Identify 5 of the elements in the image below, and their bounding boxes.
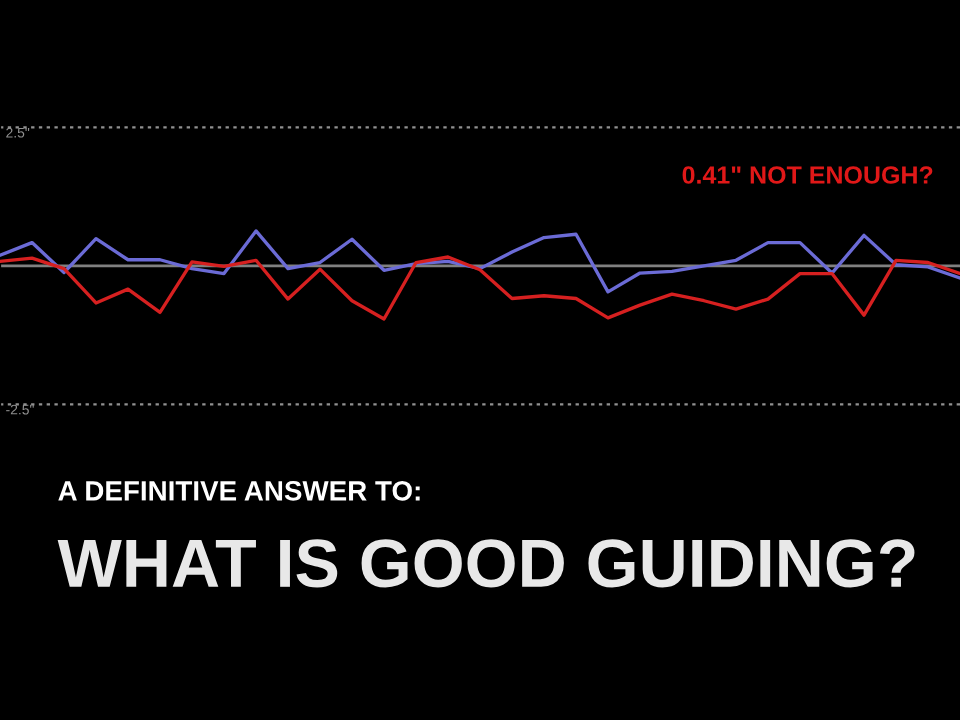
text: WHAT IS GOOD GUIDING? [57,539,915,588]
annotation: 0.41" NOT ENOUGH? [682,166,933,184]
line-series [0,229,960,294]
line-series [0,255,960,321]
text: A DEFINITIVE ANSWER TO: [58,481,420,501]
